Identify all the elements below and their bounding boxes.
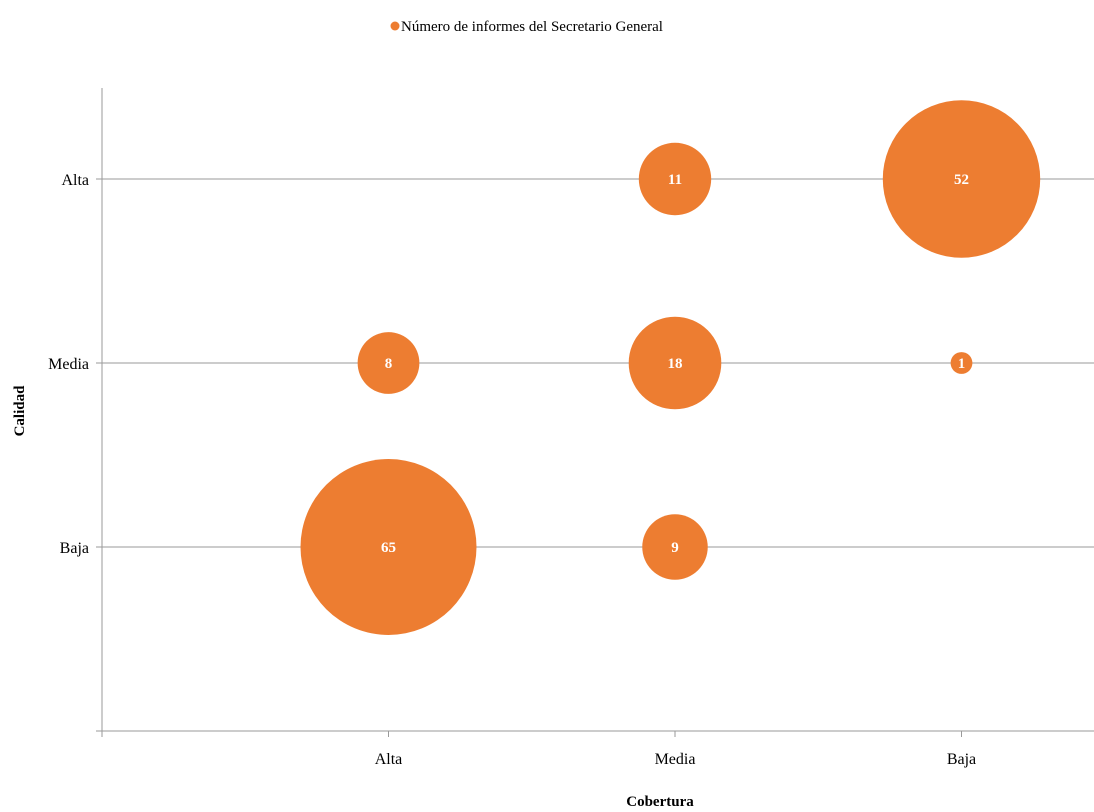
legend-label: Número de informes del Secretario Genera…	[401, 19, 663, 35]
tick-labels: Alta Media Baja Baja Media Alta	[48, 172, 976, 768]
bubble-label-baja-media: 1	[958, 356, 966, 372]
y-tick-label-baja: Baja	[60, 540, 89, 557]
x-tick-label-media: Media	[655, 751, 696, 768]
bubble-baja-alta	[882, 100, 1041, 258]
bubble-label-alta-baja: 65	[381, 540, 396, 556]
bubble-label-media-media: 18	[668, 356, 683, 372]
bubble-baja-media	[950, 352, 973, 374]
bubble-label-media-alta: 11	[668, 172, 682, 188]
bubbles: 11 52 8 18 1 65 9	[300, 100, 1041, 635]
y-tick-label-alta: Alta	[61, 172, 89, 189]
axes	[96, 88, 1094, 737]
y-tick-label-media: Media	[48, 356, 89, 373]
legend: Número de informes del Secretario Genera…	[390, 19, 663, 35]
legend-marker	[390, 21, 400, 31]
bubble-media-alta	[638, 142, 712, 216]
bubble-label-baja-alta: 52	[954, 172, 969, 188]
bubble-label-alta-media: 8	[385, 356, 393, 372]
bubble-alta-media	[357, 332, 420, 394]
bubble-media-baja	[642, 514, 708, 580]
y-axis-title: Calidad	[12, 385, 28, 437]
bubble-label-media-baja: 9	[671, 540, 679, 556]
x-tick-label-alta: Alta	[375, 751, 403, 768]
bubble-media-media	[628, 316, 722, 410]
bubble-alta-baja	[300, 459, 477, 635]
x-tick-label-baja: Baja	[947, 751, 976, 768]
x-axis-title: Cobertura	[626, 794, 694, 810]
